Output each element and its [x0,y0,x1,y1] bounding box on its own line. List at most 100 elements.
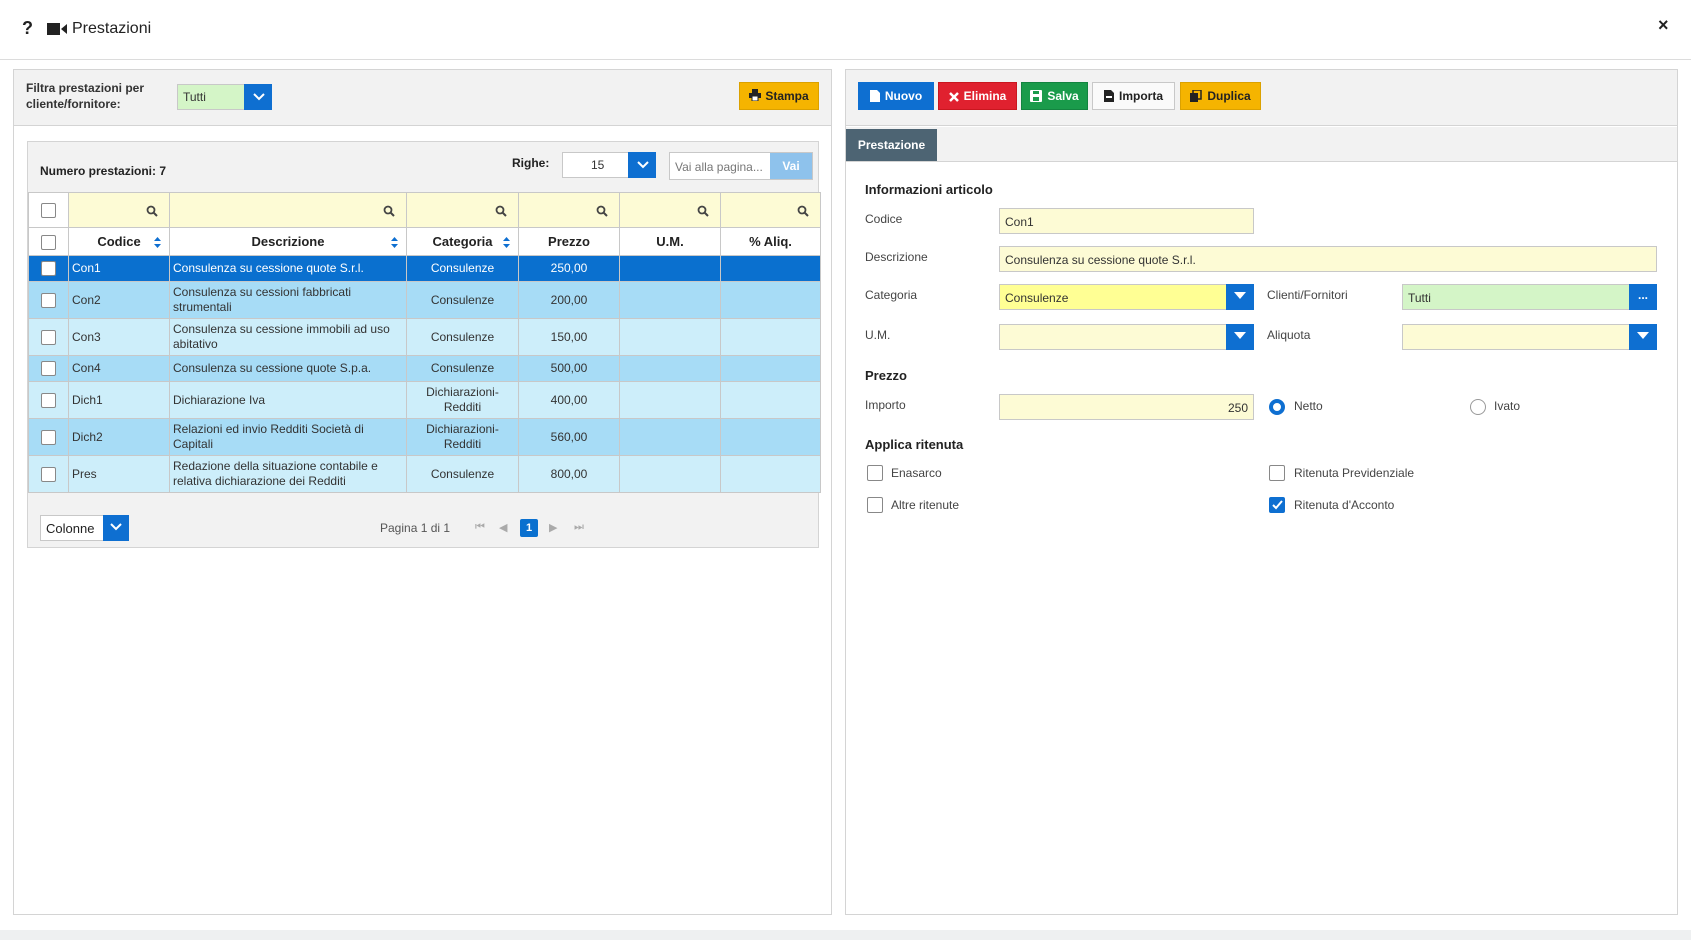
column-header-categoria[interactable]: Categoria [406,227,519,256]
search-icon[interactable] [697,205,709,217]
print-button-label: Stampa [765,89,809,103]
filter-prezzo[interactable] [518,192,620,228]
chevron-down-icon[interactable] [1226,284,1254,310]
codice-field[interactable]: Con1 [999,208,1254,234]
aliquota-select[interactable] [1402,324,1657,350]
client-filter-select[interactable]: Tutti [177,84,272,110]
delete-button[interactable]: Elimina [938,82,1017,110]
column-header-descrizione[interactable]: Descrizione [169,227,407,256]
cell-codice: Con4 [68,355,170,382]
filter-aliq[interactable] [720,192,821,228]
table-row[interactable]: Pres Redazione della situazione contabil… [28,455,821,493]
enasarco-checkbox[interactable] [867,465,883,481]
current-page-button[interactable]: 1 [520,519,538,537]
browse-clients-button[interactable]: ... [1629,284,1657,310]
column-header-label: Categoria [432,234,493,249]
previous-page-icon[interactable]: ◀ [499,522,508,534]
table-row[interactable]: Dich2 Relazioni ed invio Redditi Società… [28,418,821,456]
filter-label: Filtra prestazioni per cliente/fornitore… [26,81,145,111]
sort-icon[interactable] [391,237,398,248]
filter-descrizione[interactable] [169,192,407,228]
sort-icon[interactable] [154,237,161,248]
record-count: Numero prestazioni: 7 [40,164,167,178]
duplicate-button[interactable]: Duplica [1180,82,1261,110]
close-icon[interactable]: × [1658,15,1669,35]
sort-icon[interactable] [503,237,510,248]
clienti-label: Clienti/Fornitori [1267,288,1348,302]
previdenziale-checkbox[interactable] [1269,465,1285,481]
categoria-select[interactable]: Consulenze [999,284,1254,310]
column-header-codice[interactable]: Codice [68,227,170,256]
chevron-down-icon[interactable] [628,152,656,178]
row-checkbox[interactable] [41,392,56,408]
last-page-icon[interactable]: ⏭ [574,521,584,533]
ivato-radio[interactable] [1470,399,1486,415]
search-icon[interactable] [146,205,158,217]
altre-ritenute-checkbox[interactable] [867,497,883,513]
goto-page-field[interactable]: Vai alla pagina... Vai [669,152,813,180]
cell-codice: Dich2 [68,418,170,456]
row-checkbox[interactable] [41,466,56,482]
copy-icon [1190,89,1203,102]
importo-label: Importo [865,398,906,412]
table-row[interactable]: Con3 Consulenza su cessione immobili ad … [28,318,821,356]
window-titlebar: ? Prestazioni × [0,0,1691,60]
chevron-down-icon[interactable] [1226,324,1254,350]
search-icon[interactable] [596,205,608,217]
goto-page-button[interactable]: Vai [770,153,812,179]
cell-um [619,318,721,356]
import-button[interactable]: Importa [1092,82,1175,110]
importo-field[interactable]: 250 [999,394,1254,420]
column-filter-row [28,192,821,228]
um-select[interactable] [999,324,1254,350]
filter-categoria[interactable] [406,192,519,228]
row-checkbox[interactable] [41,292,56,308]
select-all-checkbox[interactable] [41,202,56,218]
table-row[interactable]: Con1 Consulenza su cessione quote S.r.l.… [28,255,821,282]
row-checkbox-cell [28,381,69,419]
column-header-prezzo[interactable]: Prezzo [518,227,620,256]
header-checkbox[interactable] [41,234,56,250]
first-page-icon[interactable]: ⏮ [475,521,485,533]
rows-per-page-select[interactable]: 15 [562,152,656,178]
row-checkbox[interactable] [41,261,56,277]
row-checkbox[interactable] [41,361,56,377]
next-page-icon[interactable]: ▶ [549,522,558,534]
chevron-down-icon[interactable] [103,515,129,541]
table-row[interactable]: Dich1 Dichiarazione Iva Dichiarazioni-Re… [28,381,821,419]
cell-codice: Dich1 [68,381,170,419]
search-icon[interactable] [495,205,507,217]
services-grid: Numero prestazioni: 7 Righe: 15 Vai alla… [27,141,821,548]
clienti-field[interactable]: Tutti... [1402,284,1657,310]
column-header-um[interactable]: U.M. [619,227,721,256]
print-button[interactable]: Stampa [739,82,819,110]
file-icon [869,90,880,102]
filter-codice[interactable] [68,192,170,228]
table-row[interactable]: Con4 Consulenza su cessione quote S.p.a.… [28,355,821,382]
window-title: Prestazioni [72,20,152,37]
search-icon[interactable] [383,205,395,217]
filter-um[interactable] [619,192,721,228]
chevron-down-icon[interactable] [244,84,272,110]
ivato-label: Ivato [1494,399,1521,413]
aliquota-label: Aliquota [1267,328,1311,342]
cell-aliq [720,318,821,356]
columns-select[interactable]: Colonne [40,515,129,541]
row-checkbox[interactable] [41,329,56,345]
cell-codice: Con2 [68,281,170,319]
chevron-down-icon[interactable] [1629,324,1657,350]
acconto-checkbox[interactable] [1269,497,1285,513]
descrizione-label: Descrizione [865,250,928,264]
new-button[interactable]: Nuovo [858,82,934,110]
search-icon[interactable] [797,205,809,217]
descrizione-field[interactable]: Consulenza su cessione quote S.r.l. [999,246,1657,272]
save-button[interactable]: Salva [1021,82,1088,110]
help-icon[interactable]: ? [22,18,33,38]
column-header-aliq[interactable]: % Aliq. [720,227,821,256]
tab-prestazione[interactable]: Prestazione [846,129,937,161]
row-checkbox[interactable] [41,429,56,445]
netto-radio[interactable] [1269,399,1285,415]
table-row[interactable]: Con2 Consulenza su cessioni fabbricati s… [28,281,821,319]
cell-categoria: Dichiarazioni-Redditi [406,418,519,456]
row-checkbox-cell [28,455,69,493]
